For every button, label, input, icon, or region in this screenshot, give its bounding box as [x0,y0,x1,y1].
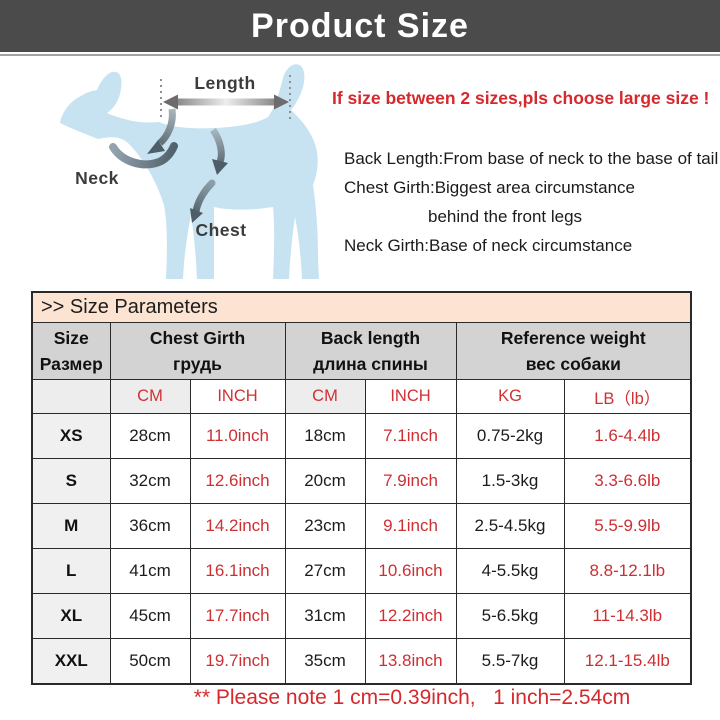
cell-back_cm: 27cm [284,548,366,594]
cell-chest_inch: 17.7inch [189,593,286,639]
measurement-definitions: Back Length:From base of neck to the bas… [344,144,720,260]
neck-label: Neck [75,168,119,188]
cell-kg: 0.75-2kg [455,413,565,459]
cell-chest_cm: 41cm [109,548,191,594]
cell-chest_cm: 50cm [109,638,191,685]
conversion-footnote: ** Please note 1 cm=0.39inch, 1 inch=2.5… [193,686,631,709]
chest-arrowhead [212,159,228,175]
section-title-row: >> Size Parameters [31,291,692,323]
cell-chest_inch: 19.7inch [189,638,286,685]
length-arrowhead-left [163,94,178,110]
unit-kg: KG [455,379,565,414]
size-parameters-header: >> Size Parameters [31,291,692,323]
table-header-row: Size Размер Chest Girth грудь Back lengt… [31,322,692,380]
cell-size: S [31,458,111,504]
cell-chest_cm: 45cm [109,593,191,639]
neck-band [109,142,178,169]
unit-chest-cm: CM [109,379,191,414]
cell-lb: 8.8-12.1lb [563,548,692,594]
chest-arrow [210,127,225,164]
length-arrow-shaft [176,98,276,106]
col-header-size-ru: Размер [39,354,103,374]
cell-back_inch: 13.8inch [364,638,457,685]
chest-band-tip [190,208,203,223]
cell-kg: 1.5-3kg [455,458,565,504]
col-header-chest-ru: грудь [173,354,222,374]
length-label: Length [194,73,255,93]
cell-lb: 5.5-9.9lb [563,503,692,549]
cell-back_inch: 9.1inch [364,503,457,549]
cell-chest_inch: 14.2inch [189,503,286,549]
cell-size: M [31,503,111,549]
length-arrowhead-right [274,94,289,110]
cell-chest_inch: 12.6inch [189,458,286,504]
cell-chest_cm: 28cm [109,413,191,459]
cell-lb: 11-14.3lb [563,593,692,639]
col-header-size: Size Размер [31,322,111,380]
cell-back_inch: 7.9inch [364,458,457,504]
size-table-body: XS 28cm 11.0inch 18cm 7.1inch 0.75-2kg 1.6-4.4… [31,413,692,685]
cell-kg: 5.5-7kg [455,638,565,685]
cell-kg: 5-6.5kg [455,593,565,639]
dog-silhouette [60,64,319,279]
cell-size: XS [31,413,111,459]
cell-chest_cm: 32cm [109,458,191,504]
neck-arrow [157,108,176,146]
col-header-back-en: Back length [320,328,421,348]
chest-label: Chest [195,220,246,240]
table-row: XXL 50cm 19.7inch 35cm 13.8inch 5.5-7kg 12.1-1… [31,638,692,685]
cell-back_cm: 35cm [284,638,366,685]
neck-girth-note: Neck Girth:Base of neck circumstance [344,236,633,255]
cell-kg: 4-5.5kg [455,548,565,594]
cell-back_cm: 31cm [284,593,366,639]
unit-back-cm: CM [284,379,366,414]
chest-girth-note-cont: behind the front legs [428,207,583,226]
cell-back_cm: 18cm [284,413,366,459]
cell-back_inch: 7.1inch [364,413,457,459]
col-header-weight-en: Reference weight [500,328,646,348]
back-length-note: Back Length:From base of neck to the bas… [344,149,719,168]
table-row: M 36cm 14.2inch 23cm 9.1inch 2.5-4.5kg 5.5-9.9… [31,503,692,549]
col-header-weight-ru: вес собаки [525,354,621,374]
cell-chest_inch: 16.1inch [189,548,286,594]
size-tip-text: If size between 2 sizes,pls choose large… [332,88,710,108]
cell-size: XXL [31,638,111,685]
table-row: L 41cm 16.1inch 27cm 10.6inch 4-5.5kg 8.8-12.1… [31,548,692,594]
size-table: >> Size Parameters Size Размер Chest Gir… [31,291,693,685]
cell-lb: 1.6-4.4lb [563,413,692,459]
col-header-chest: Chest Girth грудь [109,322,286,380]
col-header-weight: Reference weight вес собаки [455,322,692,380]
unit-chest-inch: INCH [189,379,286,414]
cell-size: XL [31,593,111,639]
sizing-notes: If size between 2 sizes,pls choose large… [330,88,720,260]
unit-empty-cell [31,379,111,414]
cell-back_inch: 10.6inch [364,548,457,594]
unit-header-row: CM INCH CM INCH KG LB（lb） [31,379,692,414]
cell-back_cm: 20cm [284,458,366,504]
title-divider [0,54,720,56]
cell-chest_inch: 11.0inch [189,413,286,459]
col-header-chest-en: Chest Girth [149,328,246,348]
cell-size: L [31,548,111,594]
table-row: XS 28cm 11.0inch 18cm 7.1inch 0.75-2kg 1.6-4.4… [31,413,692,459]
page-title: Product Size [0,0,720,52]
col-header-size-en: Size [53,328,89,348]
chest-band [192,179,216,216]
col-header-back-ru: длина спины [313,354,428,374]
cell-back_cm: 23cm [284,503,366,549]
unit-lb: LB（lb） [563,379,692,414]
unit-back-inch: INCH [364,379,457,414]
table-row: XL 45cm 17.7inch 31cm 12.2inch 5-6.5kg 11-14.3… [31,593,692,639]
cell-lb: 3.3-6.6lb [563,458,692,504]
cell-chest_cm: 36cm [109,503,191,549]
dog-measurement-diagram: Length Neck Chest [60,64,319,279]
cell-kg: 2.5-4.5kg [455,503,565,549]
chest-girth-note: Chest Girth:Biggest area circumstance [344,178,636,197]
col-header-back: Back length длина спины [284,322,457,380]
neck-arrowhead [147,140,165,154]
cell-lb: 12.1-15.4lb [563,638,692,685]
table-row: S 32cm 12.6inch 20cm 7.9inch 1.5-3kg 3.3-6.6lb [31,458,692,504]
cell-back_inch: 12.2inch [364,593,457,639]
